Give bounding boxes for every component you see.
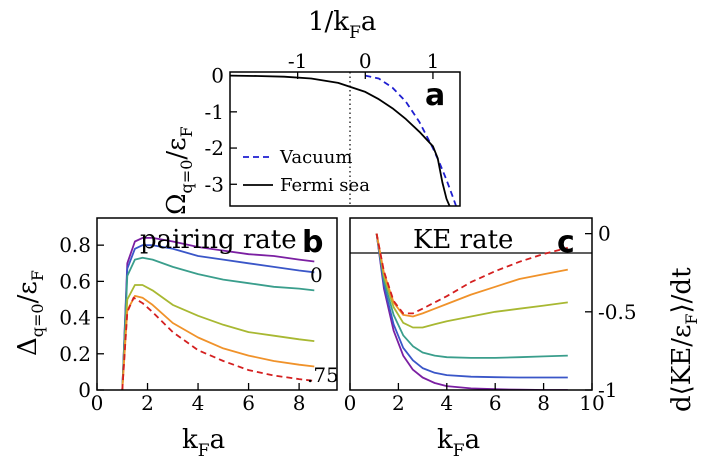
panel-c-xtick-label: 10 (579, 391, 604, 415)
panel-b-series-0-line (121, 236, 315, 390)
panel-b-title: pairing rate (140, 225, 297, 255)
panel-b-xtick-label: 0 (91, 391, 104, 415)
panel-c-series-0-line (375, 233, 568, 390)
panel-c-ytick-label: 0 (598, 222, 611, 246)
panel-b-annotation-0: 0 (310, 263, 323, 287)
panel-b-ytick-label: 0.4 (59, 306, 91, 330)
panel-c-xtick-label: 4 (440, 391, 453, 415)
panel-c-xlabel: kFa (437, 425, 480, 461)
panel-a-legend: Vacuum Fermi sea (243, 147, 370, 196)
panel-b-annotation-75: .75 (307, 363, 339, 387)
panel-a-vacuum-line (365, 74, 458, 206)
panel-b-ytick-label: 0.2 (59, 342, 91, 366)
panel-b-series-2-line (121, 256, 315, 390)
panel-a: -1 0 1 0 -1 -2 -3 a Vacuum Fermi sea 1/kFa Ωq=… (162, 7, 461, 215)
panel-b-series-5-line (121, 296, 315, 390)
panel-b-frame (96, 217, 338, 391)
panel-a-ytick-label: -3 (205, 172, 224, 196)
panel-a-xtick-label: 1 (427, 49, 440, 73)
panel-c-ytick-label: -1 (598, 378, 617, 402)
panel-b-ytick-label: 0.8 (59, 233, 91, 257)
legend-fermi-sea-label: Fermi sea (280, 175, 370, 196)
panel-b-xtick-label: 8 (293, 391, 306, 415)
panel-a-label: a (425, 78, 445, 113)
panel-c-series-4-line (375, 233, 568, 318)
panel-c-xtick-label: 6 (489, 391, 502, 415)
panel-b: 0 2 4 6 800.20.40.60.8 pairing rate b 0 .75 … (13, 217, 339, 461)
panel-a-ytick-label: -2 (205, 136, 224, 160)
panel-c-label: c (557, 225, 575, 260)
panel-c-title: KE rate (413, 225, 513, 255)
panel-c-ytick-label: -0.5 (598, 300, 637, 324)
panel-b-label: b (302, 225, 323, 260)
panel-b-series-1-line (121, 244, 315, 390)
panel-a-frame (229, 71, 461, 207)
panel-a-ytick-label: 0 (211, 64, 224, 88)
panel-c-series-2-line (375, 233, 568, 359)
panel-b-series-3-line (121, 284, 315, 390)
panel-c-xtick-label: 2 (392, 391, 405, 415)
panel-c-xtick-label: 0 (344, 391, 357, 415)
panel-a-top-xlabel: 1/kFa (308, 7, 376, 43)
panel-c-ylabel: d⟨KE/εF⟩/dt (667, 267, 701, 412)
panel-b-ylabel: Δq=0/εF (13, 270, 47, 356)
panel-c-series-1-line (375, 233, 568, 379)
panel-c-series-3-line (375, 233, 568, 329)
panel-a-fermi-sea-line (230, 74, 451, 206)
panel-c: 0 2 4 6 8 10 0 -0.5 -1 KE rate c kFa d⟨KE/εF⟩/dt (344, 217, 701, 461)
panel-b-xtick-label: 6 (242, 391, 255, 415)
panel-a-xtick-label: -1 (288, 49, 307, 73)
panel-b-xlabel: kFa (182, 425, 225, 461)
panel-b-ytick-label: 0.6 (59, 269, 91, 293)
panel-c-xtick-label: 8 (537, 391, 550, 415)
panel-a-ytick-label: -1 (205, 100, 224, 124)
legend-vacuum-label: Vacuum (279, 147, 352, 168)
panel-b-ytick-label: 0 (78, 378, 91, 402)
panel-c-series-5-line (375, 233, 569, 315)
panel-a-ylabel: Ωq=0/εF (162, 126, 196, 215)
panel-b-xtick-label: 2 (141, 391, 154, 415)
panel-a-xtick-label: 0 (359, 49, 372, 73)
panel-c-frame (349, 217, 593, 391)
panel-b-xtick-label: 4 (192, 391, 205, 415)
